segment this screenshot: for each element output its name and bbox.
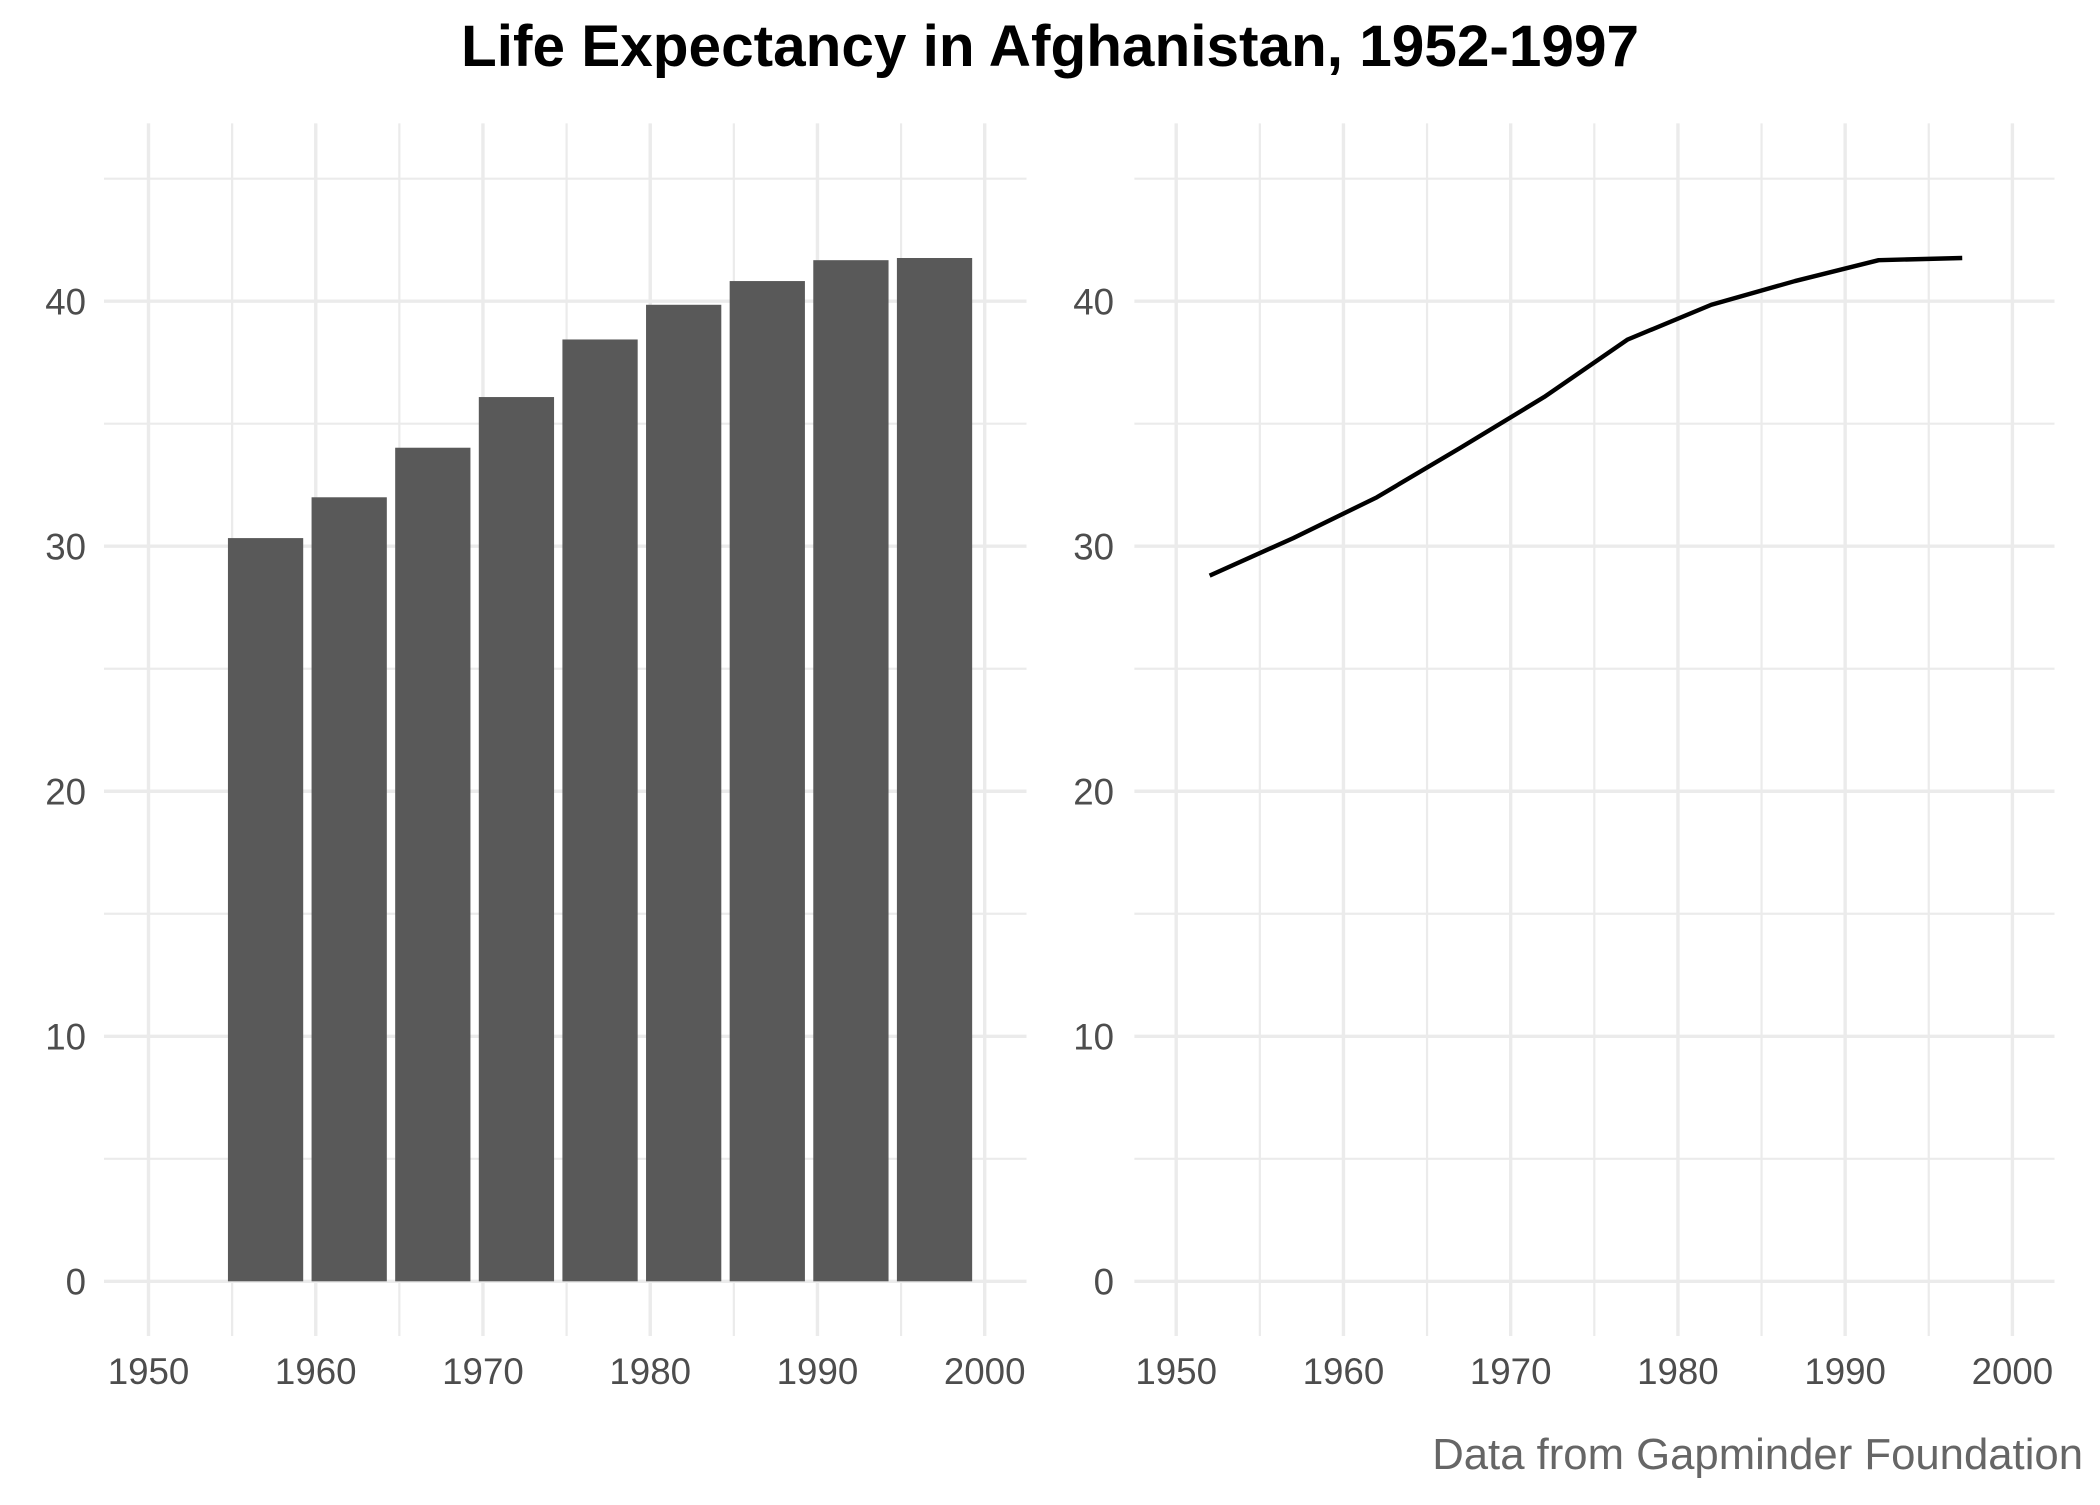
svg-text:10: 10 xyxy=(45,1016,86,1057)
svg-text:1960: 1960 xyxy=(1303,1351,1385,1392)
svg-text:30: 30 xyxy=(1073,526,1114,567)
svg-text:1990: 1990 xyxy=(777,1351,859,1392)
svg-text:1970: 1970 xyxy=(1470,1351,1552,1392)
svg-text:1970: 1970 xyxy=(442,1351,524,1392)
svg-text:1950: 1950 xyxy=(1135,1351,1217,1392)
svg-text:1960: 1960 xyxy=(275,1351,357,1392)
svg-text:2000: 2000 xyxy=(944,1351,1026,1392)
svg-text:30: 30 xyxy=(45,526,86,567)
svg-text:1990: 1990 xyxy=(1804,1351,1886,1392)
svg-text:40: 40 xyxy=(1073,281,1114,322)
svg-text:0: 0 xyxy=(1094,1261,1114,1302)
svg-text:1950: 1950 xyxy=(108,1351,190,1392)
svg-text:1980: 1980 xyxy=(609,1351,691,1392)
svg-text:20: 20 xyxy=(1073,771,1114,812)
svg-text:Data from Gapminder Foundation: Data from Gapminder Foundation xyxy=(1432,1430,2083,1479)
svg-text:2000: 2000 xyxy=(1972,1351,2054,1392)
svg-text:20: 20 xyxy=(45,771,86,812)
svg-text:40: 40 xyxy=(45,281,86,322)
svg-text:Life Expectancy in Afghanistan: Life Expectancy in Afghanistan, 1952-199… xyxy=(461,14,1639,79)
svg-text:1980: 1980 xyxy=(1637,1351,1719,1392)
svg-text:10: 10 xyxy=(1073,1016,1114,1057)
svg-text:0: 0 xyxy=(66,1261,86,1302)
